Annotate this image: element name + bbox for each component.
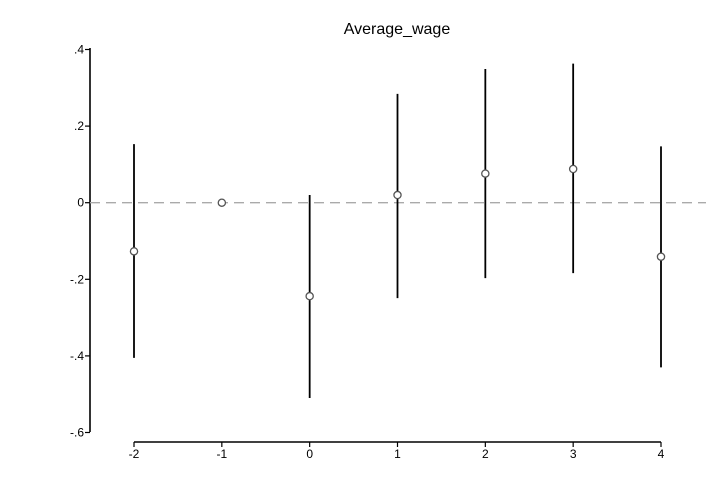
x-tick-label: -1: [216, 447, 227, 461]
x-tick-label: 4: [658, 447, 665, 461]
point-estimates: [129, 164, 666, 301]
x-tick-label: -2: [129, 447, 140, 461]
x-tick-label: 2: [482, 447, 489, 461]
point-marker: [393, 190, 402, 200]
y-tick-label: -.4: [70, 349, 84, 363]
confidence-intervals: [133, 63, 662, 399]
point-marker: [129, 247, 139, 256]
y-ticks: .4 .2 0 -.2 -.4 -.6: [70, 43, 90, 440]
point-marker: [481, 169, 490, 178]
x-tick-label: 3: [570, 447, 577, 461]
x-tick-label: 0: [306, 447, 313, 461]
point-marker: [217, 198, 227, 207]
y-tick-label: -.6: [70, 426, 84, 440]
y-tick-label: .2: [74, 119, 84, 133]
y-tick-label: .4: [74, 43, 84, 57]
x-tick-label: 1: [394, 447, 401, 461]
x-ticks: -2 -1 0 1 2 3 4: [129, 442, 665, 461]
chart-title: Average_wage: [344, 21, 451, 38]
y-tick-label: 0: [77, 196, 84, 210]
y-tick-label: -.2: [70, 272, 84, 286]
point-marker: [305, 291, 314, 301]
point-marker: [568, 164, 578, 174]
point-marker: [656, 252, 666, 261]
